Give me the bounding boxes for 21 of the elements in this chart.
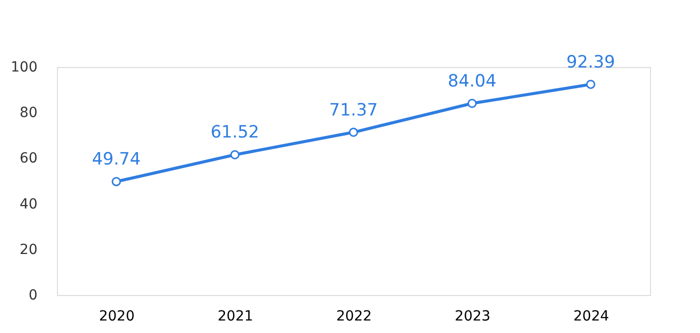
data-label: 92.39 bbox=[566, 52, 616, 72]
data-label: 84.04 bbox=[448, 71, 496, 92]
y-tick-label: 20 bbox=[20, 242, 38, 258]
y-tick-label: 100 bbox=[10, 60, 38, 76]
point bbox=[230, 150, 240, 160]
y-tick-label: 40 bbox=[20, 196, 38, 212]
x-tick-label: 2021 bbox=[218, 308, 254, 324]
x-tick-label: 2020 bbox=[98, 308, 135, 324]
point bbox=[348, 128, 358, 137]
point bbox=[586, 80, 596, 89]
x-tick-label: 2022 bbox=[336, 308, 372, 324]
x-tick-label: 2023 bbox=[454, 308, 490, 324]
x-tick-label: 2024 bbox=[573, 308, 610, 324]
y-tick-label: 0 bbox=[28, 288, 38, 304]
y-tick-label: 80 bbox=[20, 105, 38, 122]
y-tick-label: 60 bbox=[20, 150, 38, 167]
data-label: 71.37 bbox=[329, 100, 378, 120]
point bbox=[112, 176, 121, 186]
data-label: 49.74 bbox=[92, 150, 141, 170]
point bbox=[467, 98, 477, 108]
data-label: 61.52 bbox=[210, 122, 260, 143]
